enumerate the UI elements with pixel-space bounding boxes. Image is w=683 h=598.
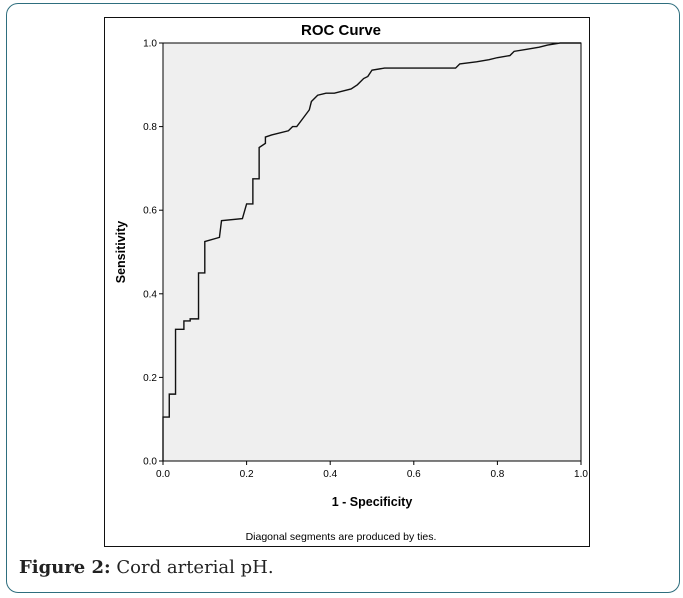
y-tick-label: 0.6 [143, 206, 157, 217]
x-tick-label: 1.0 [574, 469, 588, 480]
y-tick-label: 0.8 [143, 122, 157, 133]
y-axis: 0.0 0.2 0.4 0.6 0.8 1.0 [143, 39, 163, 468]
chart-title: ROC Curve [301, 22, 381, 39]
x-axis-label: 1 - Specificity [332, 495, 413, 509]
x-tick-label: 0.6 [407, 469, 421, 480]
plot-area [162, 42, 582, 462]
x-tick-label: 0.4 [323, 469, 337, 480]
x-tick-label: 0.2 [240, 469, 254, 480]
x-axis: 0.0 0.2 0.4 0.6 0.8 1.0 [156, 461, 588, 480]
y-tick-label: 0.4 [143, 289, 157, 300]
y-tick-label: 1.0 [143, 39, 157, 50]
caption-text: Cord arterial pH. [110, 557, 274, 578]
x-tick-label: 0.8 [490, 469, 504, 480]
figure-caption: Figure 2: Cord arterial pH. [19, 557, 274, 578]
chart-footnote: Diagonal segments are produced by ties. [246, 531, 437, 543]
y-tick-label: 0.2 [143, 373, 157, 384]
caption-label: Figure 2: [19, 557, 111, 578]
y-axis-label: Sensitivity [114, 221, 128, 284]
x-tick-label: 0.0 [156, 469, 170, 480]
roc-series-line [162, 42, 581, 461]
y-tick-label: 0.0 [143, 457, 157, 468]
